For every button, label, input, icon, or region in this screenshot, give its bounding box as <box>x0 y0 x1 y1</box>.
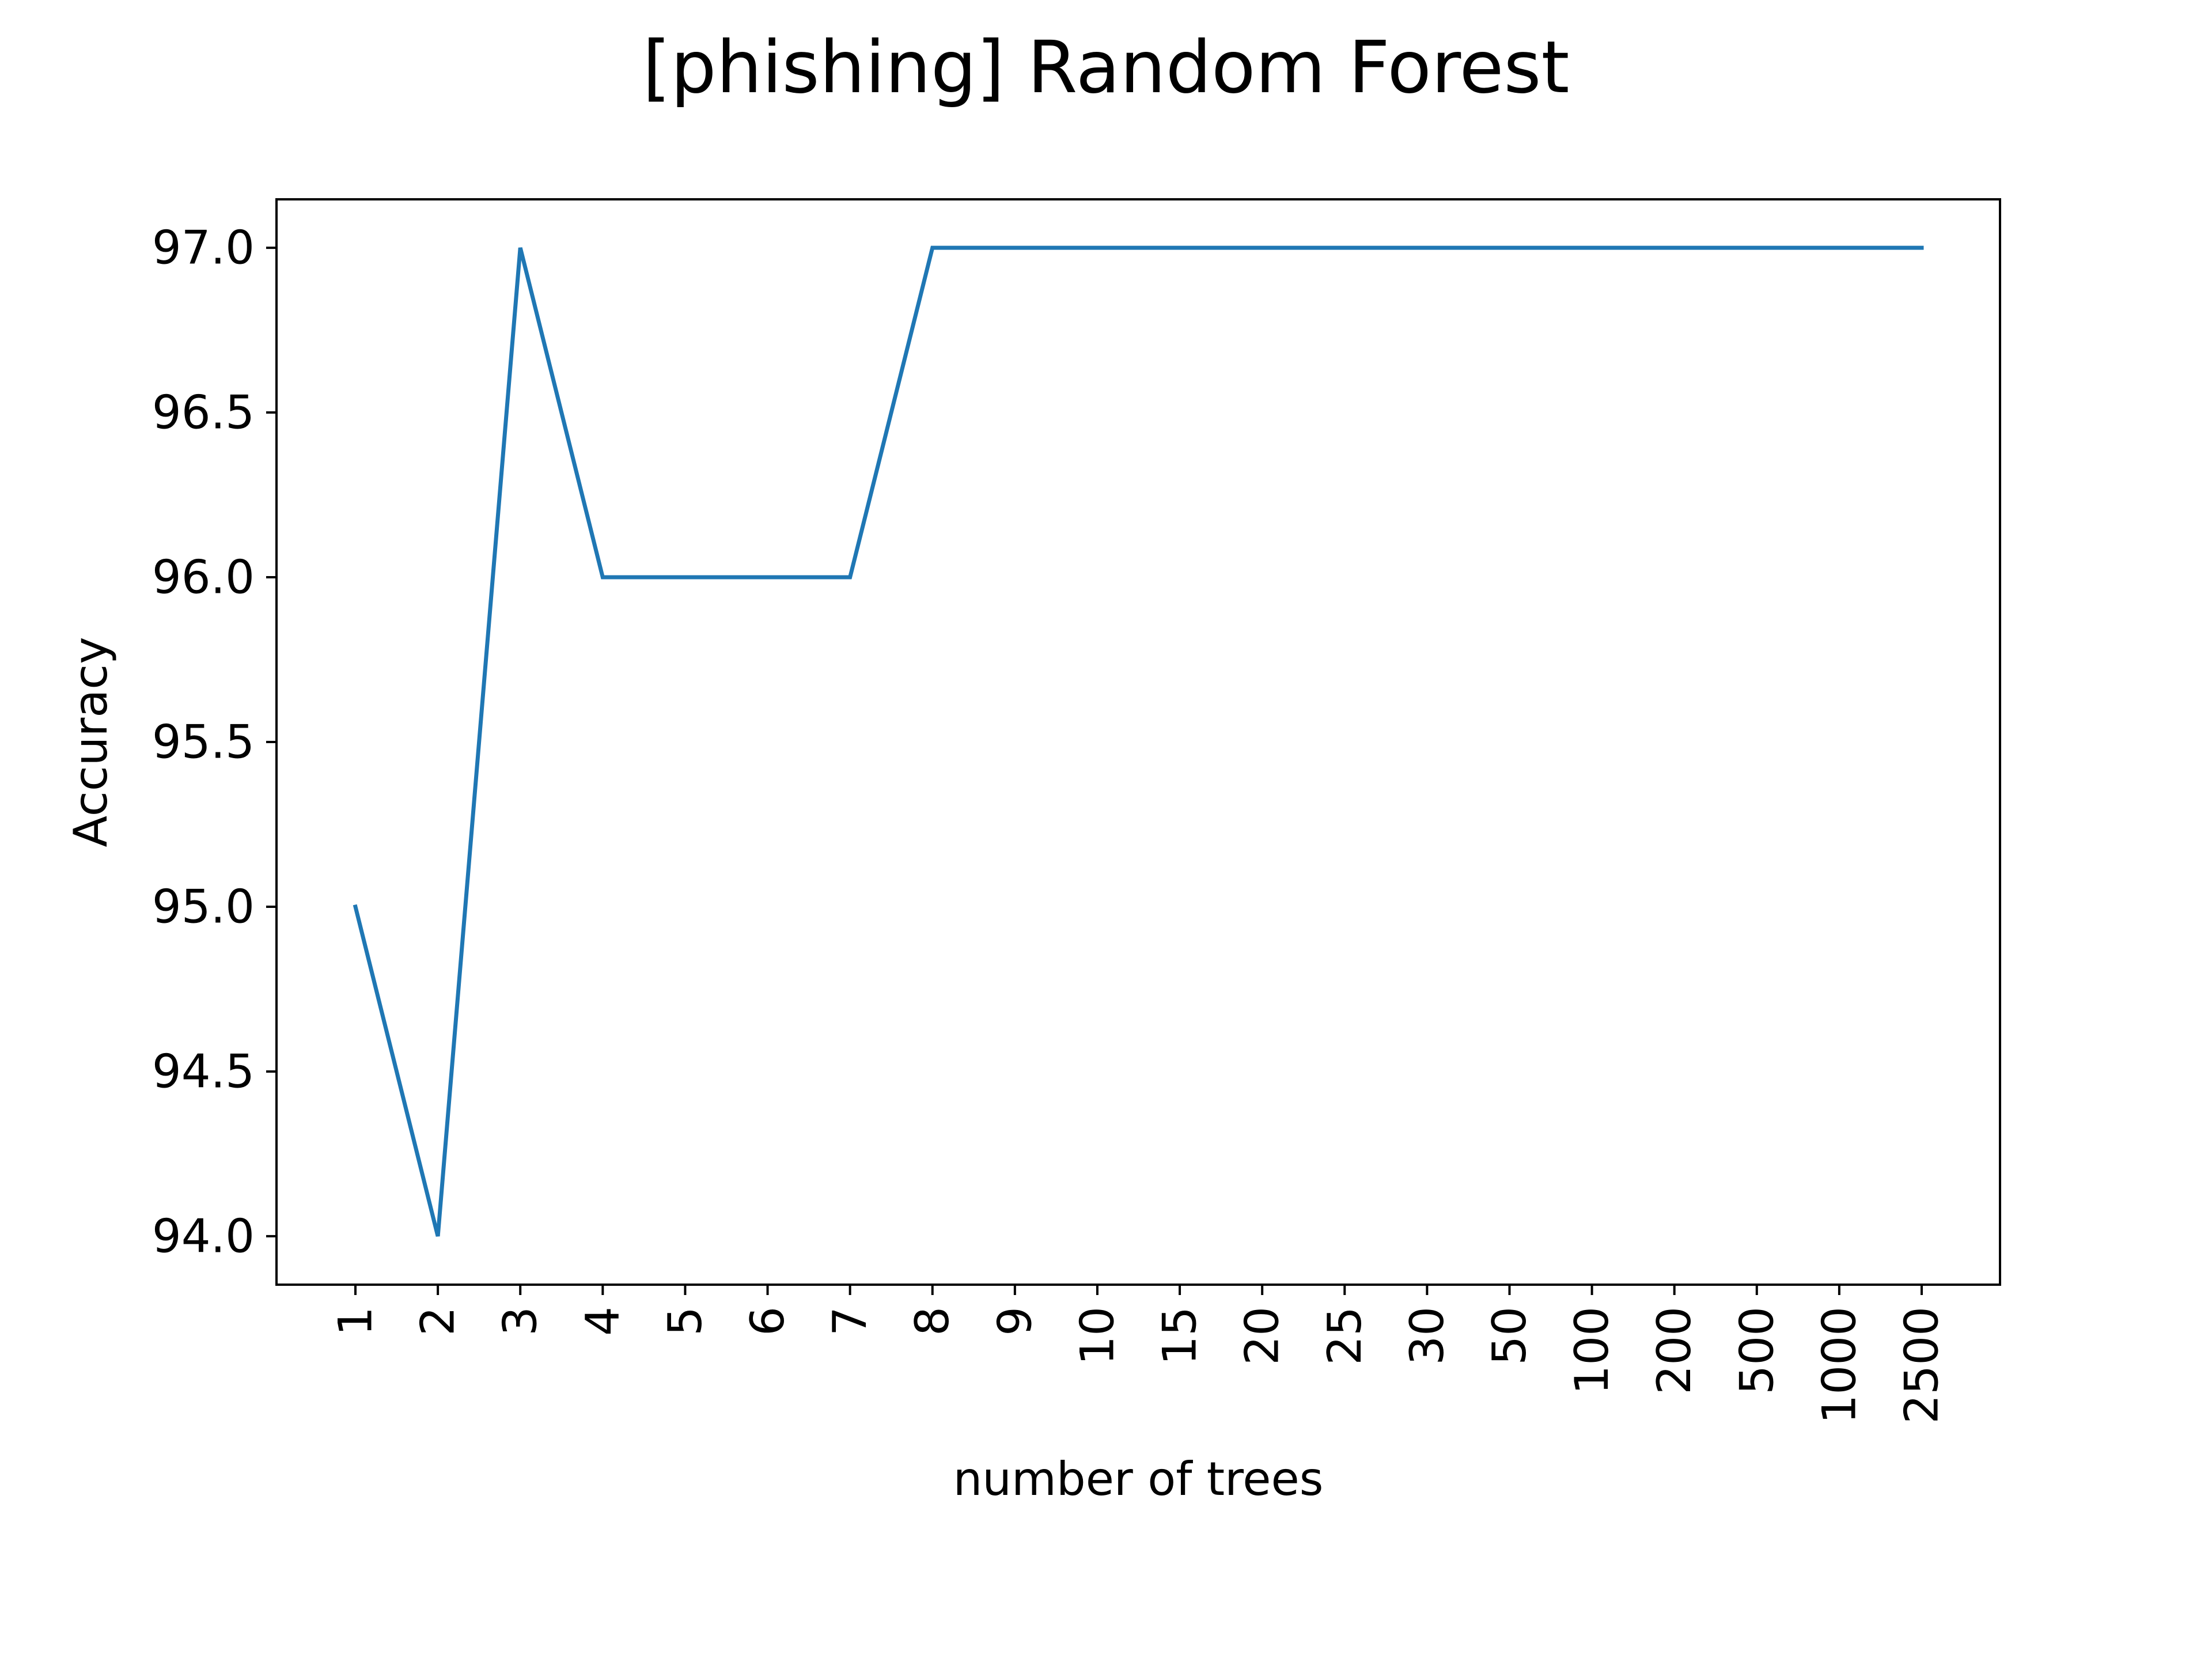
y-tick-label: 95.0 <box>152 880 255 933</box>
series-line <box>353 245 1924 1237</box>
x-tick-label: 1000 <box>1812 1307 1866 1424</box>
y-axis-label: Accuracy <box>64 637 118 847</box>
x-tick-label: 50 <box>1483 1307 1536 1365</box>
x-axis-ticks: 1 2 3 4 5 6 7 8 9 10 15 20 25 30 50 100 200 500 1000 2500 <box>329 1285 1949 1424</box>
y-tick-label: 96.5 <box>152 386 255 440</box>
x-tick-label: 3 <box>494 1307 547 1336</box>
x-tick-label: 500 <box>1730 1307 1783 1395</box>
x-tick-label: 8 <box>906 1307 959 1336</box>
y-tick-label: 94.5 <box>152 1044 255 1098</box>
x-tick-label: 15 <box>1153 1307 1207 1365</box>
x-tick-label: 20 <box>1236 1307 1289 1365</box>
x-tick-label: 9 <box>988 1307 1041 1336</box>
y-axis-ticks: 94.0 94.5 95.0 95.5 96.0 96.5 97.0 <box>152 221 276 1263</box>
y-tick-label: 96.0 <box>152 551 255 604</box>
x-tick-label: 2500 <box>1895 1307 1949 1424</box>
x-tick-label: 10 <box>1070 1307 1124 1365</box>
x-tick-label: 5 <box>658 1307 712 1336</box>
x-tick-label: 1 <box>329 1307 382 1336</box>
series-layer <box>353 245 1924 1237</box>
y-tick-label: 95.5 <box>152 715 255 769</box>
x-axis-label: number of trees <box>953 1452 1324 1506</box>
x-tick-label: 2 <box>411 1307 465 1336</box>
y-tick-label: 94.0 <box>152 1209 255 1263</box>
y-tick-label: 97.0 <box>152 221 255 275</box>
plot-frame <box>275 198 2001 1286</box>
x-tick-label: 7 <box>823 1307 877 1336</box>
x-tick-label: 200 <box>1647 1307 1701 1395</box>
x-tick-label: 100 <box>1565 1307 1619 1395</box>
x-tick-label: 4 <box>576 1307 630 1336</box>
x-tick-label: 25 <box>1318 1307 1372 1365</box>
x-tick-label: 30 <box>1400 1307 1454 1365</box>
chart-title: [phishing] Random Forest <box>642 26 1569 109</box>
x-tick-label: 6 <box>741 1307 794 1336</box>
